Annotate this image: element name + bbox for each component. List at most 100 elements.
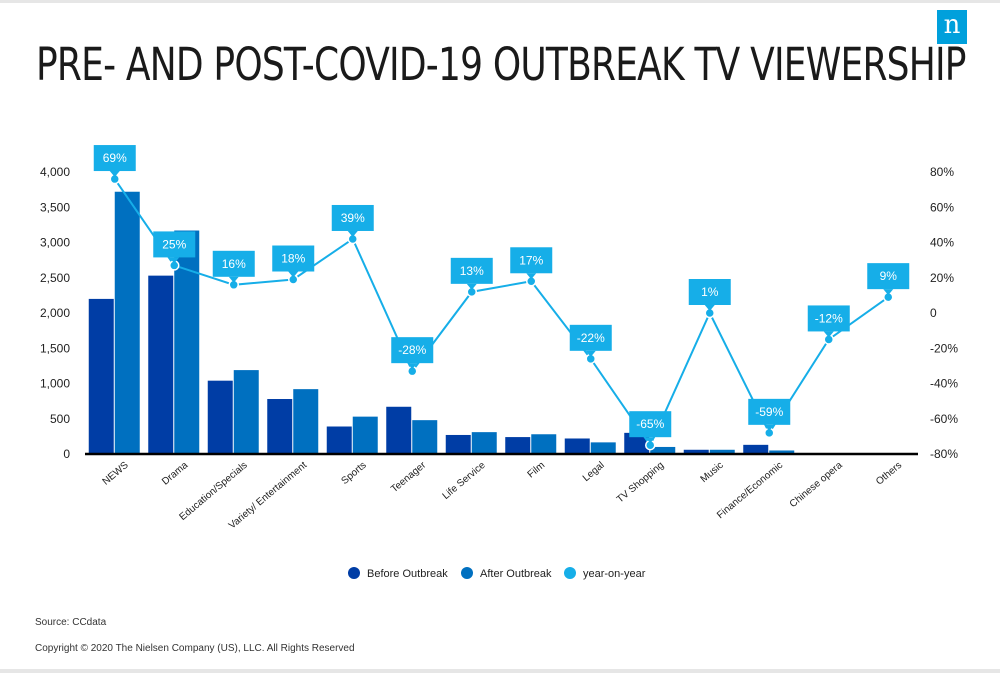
chart: 0 500 1,000 1,500 2,000 2,500 3,000 3,500 4,000 -… (40, 145, 958, 580)
x-tick-label: Film (526, 460, 548, 481)
top-border (0, 0, 1000, 3)
yoy-data-label: -22% (577, 331, 605, 345)
y-right-tick-label: 0 (930, 306, 937, 320)
y-left-tick-label: 3,000 (40, 236, 70, 250)
y-right-tick-label: -20% (930, 341, 958, 355)
bar-before-outbreak (148, 275, 174, 454)
legend-swatch (461, 567, 473, 579)
y-right-tick-label: -80% (930, 447, 958, 461)
bottom-border (0, 669, 1000, 673)
y-left-tick-label: 3,500 (40, 200, 70, 214)
yoy-data-label: 1% (701, 285, 719, 299)
yoy-data-label: 13% (460, 264, 484, 278)
y-left-tick-label: 1,500 (40, 341, 70, 355)
yoy-data-label: 39% (341, 211, 365, 225)
x-tick-label: Chinese opera (788, 460, 845, 511)
legend-swatch (564, 567, 576, 579)
bar-after-outbreak (590, 442, 616, 454)
y-right-tick-label: 20% (930, 271, 954, 285)
yoy-label-pointer (764, 424, 775, 431)
yoy-data-label: -59% (755, 405, 783, 419)
bar-before-outbreak (326, 426, 352, 454)
yoy-label-pointer (288, 271, 299, 278)
nielsen-logo: n (937, 10, 967, 44)
yoy-label-box (331, 204, 374, 231)
legend-label: After Outbreak (480, 568, 552, 580)
yoy-label-box (748, 398, 791, 425)
y-left-tick-label: 2,000 (40, 306, 70, 320)
yoy-data-label: 9% (880, 269, 898, 283)
y-left-tick-label: 4,000 (40, 165, 70, 179)
x-tick-label: Life Service (441, 460, 488, 502)
y-right-tick-label: 60% (930, 200, 954, 214)
x-tick-label: Drama (160, 460, 190, 488)
bar-after-outbreak (650, 446, 676, 454)
yoy-data-label: 18% (281, 252, 305, 266)
yoy-label-pointer (645, 437, 656, 444)
bar-after-outbreak (293, 389, 319, 454)
page-title: PRE- AND POST-COVID-19 OUTBREAK TV VIEWE… (36, 38, 967, 91)
yoy-data-label: -28% (398, 343, 426, 357)
bar-before-outbreak (88, 298, 114, 454)
yoy-label-pointer (407, 363, 418, 370)
bar-after-outbreak (531, 434, 557, 454)
x-tick-label: TV Shopping (615, 460, 666, 506)
bar-before-outbreak (683, 449, 709, 454)
yoy-label-box (93, 145, 136, 172)
yoy-label-pointer (169, 257, 180, 264)
x-tick-label: Legal (581, 460, 607, 484)
bar-before-outbreak (505, 437, 531, 454)
y-left-tick-label: 0 (63, 447, 70, 461)
bar-before-outbreak (386, 406, 412, 454)
y-left-tick-label: 2,500 (40, 271, 70, 285)
yoy-label-box (629, 411, 672, 438)
bar-after-outbreak (352, 416, 378, 454)
bar-before-outbreak (207, 380, 233, 454)
bar-before-outbreak (445, 434, 471, 454)
yoy-label-pointer (883, 289, 894, 296)
bar-after-outbreak (769, 450, 795, 454)
x-tick-label: Finance/Economic (715, 460, 785, 521)
bar-after-outbreak (114, 191, 140, 455)
x-tick-label: Music (699, 460, 726, 485)
bar-after-outbreak (471, 432, 497, 454)
y-right-tick-label: 40% (930, 236, 954, 250)
yoy-data-label: -12% (815, 311, 843, 325)
y-left-tick-label: 500 (50, 412, 70, 426)
yoy-label-box (688, 279, 731, 305)
yoy-label-box (807, 305, 850, 332)
yoy-label-pointer (704, 305, 715, 311)
yoy-label-pointer (347, 230, 358, 237)
y-right-tick-label: 80% (930, 165, 954, 179)
yoy-data-label: 16% (222, 257, 246, 271)
bar-before-outbreak (743, 444, 769, 454)
yoy-label-pointer (526, 273, 537, 280)
y-left-tick-label: 1,000 (40, 377, 70, 391)
yoy-label-box (153, 231, 196, 258)
yoy-label-box (510, 247, 553, 274)
yoy-label-box (212, 250, 255, 277)
bar-before-outbreak (624, 432, 650, 454)
yoy-data-label: -65% (636, 417, 664, 431)
yoy-label-box (867, 263, 910, 290)
yoy-label-pointer (585, 350, 596, 357)
x-tick-label: Others (874, 460, 904, 488)
yoy-label-pointer (466, 283, 477, 290)
yoy-label-box (450, 257, 493, 284)
yoy-label-pointer (228, 276, 239, 283)
yoy-data-label: 69% (103, 151, 127, 165)
legend-label: Before Outbreak (367, 568, 448, 580)
copyright-note: Copyright © 2020 The Nielsen Company (US… (35, 643, 355, 654)
x-tick-label: NEWS (101, 460, 131, 488)
yoy-label-pointer (109, 171, 120, 178)
yoy-data-label: 25% (162, 237, 186, 251)
yoy-label-pointer (823, 331, 834, 338)
bar-after-outbreak (709, 449, 735, 454)
yoy-data-label: 17% (519, 253, 543, 267)
source-note: Source: CCdata (35, 617, 107, 628)
yoy-label-box (272, 245, 315, 272)
bar-after-outbreak (412, 420, 438, 454)
yoy-label-box (569, 324, 612, 351)
bar-after-outbreak (233, 370, 259, 454)
y-right-tick-label: -40% (930, 377, 958, 391)
